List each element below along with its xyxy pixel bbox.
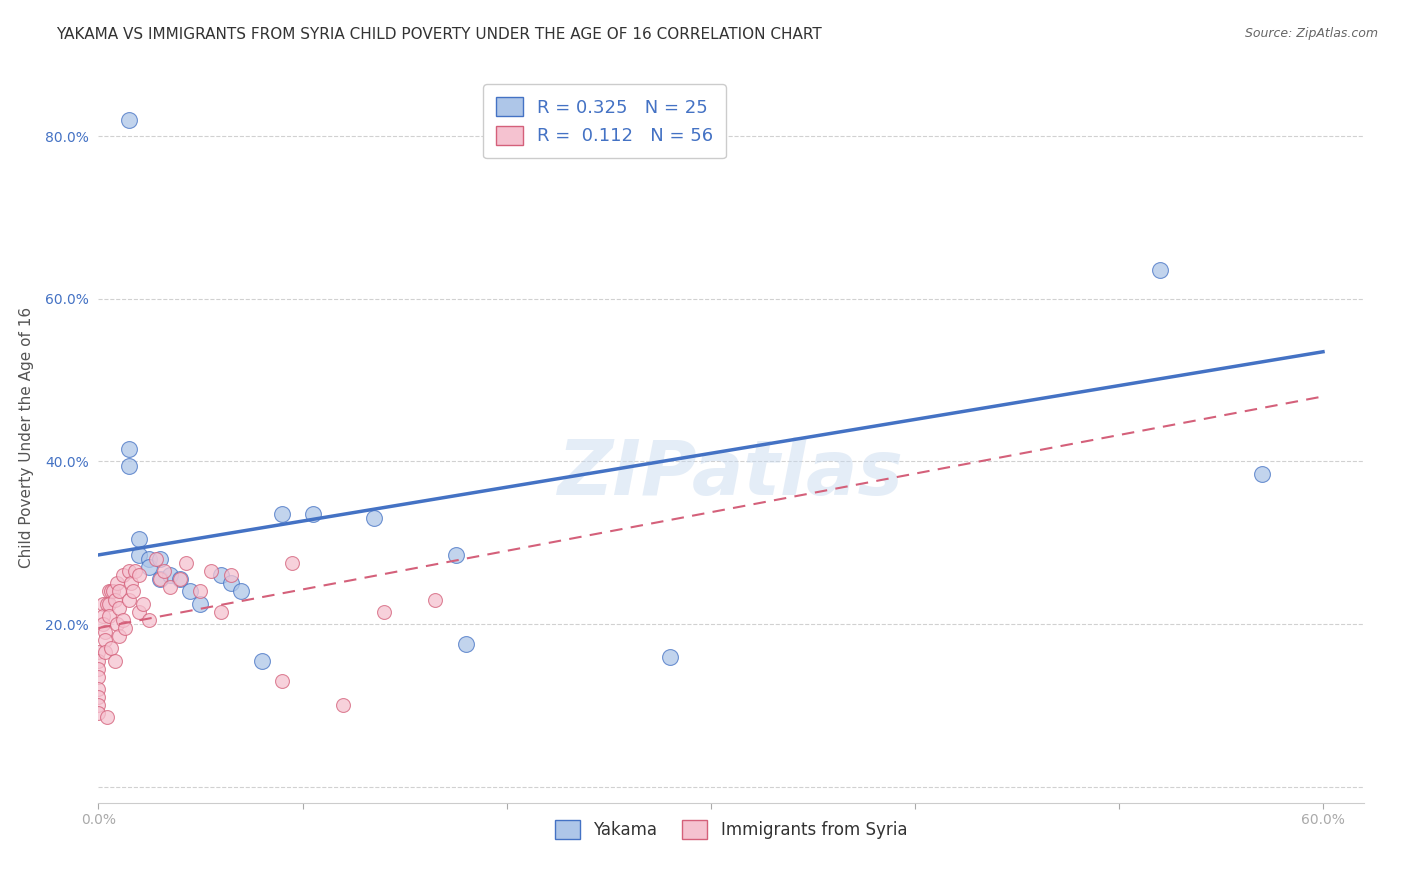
Point [93,625,115,640]
Point [87,706,110,721]
Point [120,576,142,591]
Point [444,548,467,562]
Point [190,597,212,611]
Point [138,560,160,574]
Point [200,564,222,578]
Point [209,605,232,619]
Point [271,508,294,522]
Point [114,621,136,635]
Point [108,629,131,643]
Text: ZIPatlas: ZIPatlas [558,437,904,510]
Point [118,458,141,473]
Point [122,584,145,599]
Point [108,584,131,599]
Point [104,654,127,668]
Point [87,681,110,696]
Point [124,564,146,578]
Point [100,641,122,656]
Point [91,617,114,632]
Point [97,584,120,599]
Point [111,613,134,627]
Point [271,673,294,688]
Point [97,597,120,611]
Point [454,637,477,651]
Point [118,442,141,457]
Point [128,605,150,619]
Point [138,613,160,627]
Point [105,576,128,591]
Point [301,508,323,522]
Point [149,572,172,586]
Point [159,581,181,595]
Point [149,572,172,586]
Point [128,568,150,582]
Point [219,576,242,591]
Point [87,662,110,676]
Point [100,584,122,599]
Point [101,584,124,599]
Legend: Yakama, Immigrants from Syria: Yakama, Immigrants from Syria [548,814,914,846]
Point [250,654,273,668]
Point [231,584,253,599]
Point [425,592,447,607]
Point [118,113,141,128]
Point [658,649,681,664]
Point [118,564,141,578]
Point [104,592,127,607]
Point [87,690,110,705]
Point [93,645,115,659]
Point [332,698,354,713]
Point [91,608,114,623]
Point [105,617,128,632]
Point [169,572,191,586]
Point [118,592,141,607]
Point [152,564,174,578]
Point [111,568,134,582]
Y-axis label: Child Poverty Under the Age of 16: Child Poverty Under the Age of 16 [18,307,34,567]
Point [87,654,110,668]
Point [281,556,304,570]
Point [132,597,155,611]
Point [219,568,242,582]
Point [91,597,114,611]
Point [96,597,118,611]
Point [1250,467,1272,481]
Point [373,605,395,619]
Point [87,670,110,684]
Point [87,645,110,659]
Point [169,572,191,586]
Point [96,710,118,724]
Text: YAKAMA VS IMMIGRANTS FROM SYRIA CHILD POVERTY UNDER THE AGE OF 16 CORRELATION CH: YAKAMA VS IMMIGRANTS FROM SYRIA CHILD PO… [56,27,823,42]
Point [159,568,181,582]
Point [145,552,167,566]
Point [179,584,201,599]
Point [1149,263,1171,277]
Point [108,600,131,615]
Point [138,552,160,566]
Text: Source: ZipAtlas.com: Source: ZipAtlas.com [1244,27,1378,40]
Point [93,633,115,648]
Point [128,548,150,562]
Point [128,532,150,546]
Point [149,552,172,566]
Point [209,568,232,582]
Point [363,511,385,525]
Point [97,608,120,623]
Point [87,698,110,713]
Point [190,584,212,599]
Point [174,556,197,570]
